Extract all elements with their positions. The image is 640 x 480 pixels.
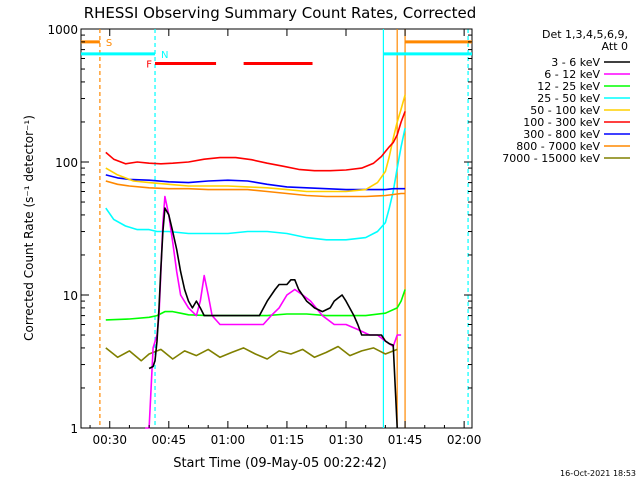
legend-label-1: 6 - 12 keV xyxy=(544,68,600,81)
legend-label-3: 25 - 50 keV xyxy=(537,92,600,105)
series-line-8 xyxy=(105,345,398,362)
x-tick-label-4: 01:30 xyxy=(329,433,364,447)
legend-label-2: 12 - 25 keV xyxy=(537,80,600,93)
legend-label-8: 7000 - 15000 keV xyxy=(502,152,600,165)
annotation-label-n: N xyxy=(161,50,168,61)
annotation-label-s: S xyxy=(106,38,112,49)
y-tick-label-2: 100 xyxy=(55,156,78,170)
series-line-6 xyxy=(105,174,406,191)
series-line-5 xyxy=(105,111,406,172)
legend-label-6: 300 - 800 keV xyxy=(523,128,600,141)
x-tick-label-3: 01:15 xyxy=(270,433,305,447)
annotation-segments: S NF xyxy=(81,38,472,71)
legend-header-line-2: Att 0 xyxy=(602,40,628,53)
footer-date: 16-Oct-2021 18:53 xyxy=(560,469,636,478)
y-axis-ticks: 1 10 100 1000 xyxy=(47,23,472,436)
y-tick-label-0: 1 xyxy=(70,422,78,436)
legend-label-4: 50 - 100 keV xyxy=(530,104,600,117)
legend-label-7: 800 - 7000 keV xyxy=(516,140,600,153)
series-line-0 xyxy=(148,207,398,429)
legend-label-5: 100 - 300 keV xyxy=(523,116,600,129)
annotation-label-f: F xyxy=(146,60,152,71)
x-tick-label-1: 00:45 xyxy=(152,433,187,447)
y-tick-label-3: 1000 xyxy=(47,23,78,37)
x-tick-label-2: 01:00 xyxy=(211,433,246,447)
chart-title: RHESSI Observing Summary Count Rates, Co… xyxy=(84,4,477,22)
x-tick-label-6: 02:00 xyxy=(447,433,482,447)
legend-header-line-1: Det 1,3,4,5,6,9, xyxy=(542,28,628,41)
x-axis-ticks: 00:30 00:45 01:00 01:15 01:30 01:45 02:00 xyxy=(89,29,482,447)
series-line-1 xyxy=(145,195,402,429)
series-line-7 xyxy=(105,180,406,198)
series-line-4 xyxy=(105,94,406,193)
series-line-3 xyxy=(105,127,406,241)
annotation-vlines xyxy=(99,29,469,428)
series-group xyxy=(105,94,406,429)
x-tick-label-0: 00:30 xyxy=(92,433,127,447)
legend-label-0: 3 - 6 keV xyxy=(551,56,600,69)
y-axis-label: Corrected Count Rate (s⁻¹ detector⁻¹) xyxy=(22,115,36,341)
y-tick-label-1: 10 xyxy=(63,289,78,303)
x-tick-label-5: 01:45 xyxy=(388,433,423,447)
plot-frame xyxy=(80,28,473,429)
x-axis-label: Start Time (09-May-05 00:22:42) xyxy=(173,456,387,471)
